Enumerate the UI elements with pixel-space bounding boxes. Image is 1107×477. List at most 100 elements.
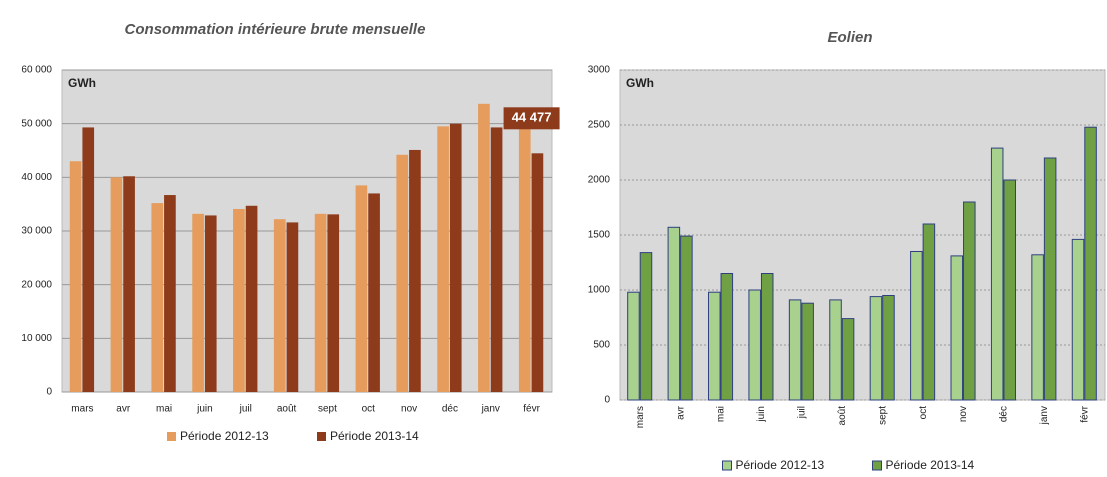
bar	[841, 318, 855, 401]
bar	[869, 296, 883, 401]
chart-title: Consommation intérieure brute mensuelle	[125, 21, 426, 38]
x-tick-label: déc	[999, 406, 1010, 422]
y-tick-label: 500	[593, 340, 610, 351]
bar	[164, 195, 176, 392]
unit-label: GWh	[68, 76, 96, 90]
y-tick-label: 60 000	[21, 65, 52, 76]
bar	[963, 201, 976, 401]
bar	[1084, 126, 1097, 401]
bar	[355, 185, 368, 392]
bar	[829, 299, 842, 401]
x-tick-label: oct	[918, 406, 929, 420]
bar	[748, 289, 761, 401]
bar	[192, 213, 204, 392]
y-tick-label: 50 000	[21, 118, 52, 129]
x-tick-label: mai	[716, 406, 727, 422]
bar	[286, 222, 299, 392]
bar	[437, 126, 449, 392]
x-tick-label: avr	[675, 405, 686, 420]
legend-label: Période 2012-13	[736, 458, 825, 472]
bar	[233, 208, 245, 392]
bar	[327, 214, 340, 392]
bar	[910, 251, 923, 401]
bar	[680, 235, 693, 401]
bar	[788, 299, 802, 401]
bar	[1043, 157, 1057, 401]
bar	[368, 193, 380, 392]
legend-swatch	[722, 460, 732, 471]
x-tick-label: juin	[756, 406, 767, 423]
y-tick-label: 40 000	[21, 172, 52, 183]
x-tick-label: févr	[1079, 405, 1090, 422]
bar	[922, 223, 936, 401]
x-tick-label: mai	[156, 404, 172, 415]
y-tick-label: 1500	[588, 230, 611, 241]
bar	[478, 103, 490, 392]
x-tick-label: juil	[239, 404, 252, 415]
x-tick-label: sept	[318, 404, 337, 415]
bar	[639, 252, 653, 401]
y-tick-label: 0	[604, 395, 610, 406]
bar	[627, 291, 640, 401]
y-tick-label: 2500	[588, 120, 611, 131]
x-tick-label: juil	[797, 406, 808, 419]
bar	[667, 226, 681, 401]
bar	[396, 154, 409, 392]
y-tick-label: 0	[46, 387, 52, 398]
bar	[273, 219, 286, 392]
x-tick-label: août	[277, 404, 297, 415]
bar	[1071, 238, 1085, 401]
x-tick-label: mars	[635, 406, 646, 428]
x-tick-label: janv	[481, 404, 500, 415]
bar	[123, 176, 135, 392]
bar	[950, 255, 964, 401]
x-tick-label: sept	[877, 406, 888, 425]
legend-label: Période 2013-14	[330, 429, 419, 443]
x-tick-label: nov	[401, 404, 417, 415]
bar	[720, 273, 734, 401]
x-tick-label: déc	[442, 404, 458, 415]
bar	[151, 203, 164, 392]
bar	[490, 127, 503, 392]
bar	[245, 205, 258, 392]
x-tick-label: août	[837, 406, 848, 426]
legend-label: Période 2013-14	[886, 458, 975, 472]
bar	[449, 123, 462, 393]
unit-label: GWh	[626, 76, 654, 90]
x-tick-label: févr	[523, 404, 540, 415]
bar	[1031, 254, 1044, 401]
value-label: 44 477	[512, 110, 552, 125]
y-tick-label: 20 000	[21, 279, 52, 290]
x-tick-label: oct	[362, 404, 376, 415]
x-tick-label: janv	[1039, 406, 1050, 425]
legend-swatch	[317, 432, 326, 441]
bar	[990, 147, 1004, 401]
bar	[531, 153, 544, 392]
legend-swatch	[167, 432, 176, 441]
chart-title: Eolien	[827, 29, 872, 46]
bar	[204, 215, 217, 392]
y-tick-label: 1000	[588, 285, 611, 296]
y-tick-label: 10 000	[21, 333, 52, 344]
bar	[69, 161, 82, 392]
y-tick-label: 2000	[588, 175, 611, 186]
bar	[760, 273, 774, 401]
x-tick-label: avr	[116, 404, 131, 415]
bar	[409, 149, 421, 392]
bar	[518, 123, 531, 393]
bar	[110, 177, 123, 392]
x-tick-label: mars	[71, 404, 93, 415]
bar	[882, 295, 895, 401]
bar	[314, 213, 327, 392]
bar	[708, 291, 721, 401]
bar	[801, 302, 814, 401]
legend-swatch	[872, 460, 882, 471]
x-tick-label: juin	[196, 404, 213, 415]
bar	[82, 127, 95, 392]
bar	[1003, 179, 1016, 401]
x-tick-label: nov	[958, 406, 969, 422]
y-tick-label: 3000	[588, 65, 611, 76]
legend-label: Période 2012-13	[180, 429, 269, 443]
value-label-box	[503, 107, 560, 130]
